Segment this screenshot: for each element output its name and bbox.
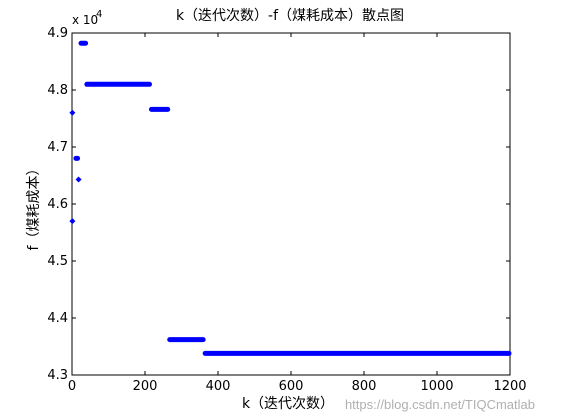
x-tick-label: 200: [133, 379, 158, 394]
x-tick-label: 1000: [420, 379, 453, 394]
y-exponent-power: 4: [96, 9, 102, 20]
x-tick-label: 600: [279, 379, 304, 394]
data-point: [69, 109, 76, 116]
y-axis-label: f（煤耗成本）: [26, 162, 42, 251]
x-tick-label: 400: [206, 379, 231, 394]
y-exponent-label: x 10 4: [72, 9, 102, 27]
x-tick-label: 800: [352, 379, 377, 394]
data-point: [69, 218, 76, 225]
chart-title: k（迭代次数）-f（煤耗成本）散点图: [176, 8, 404, 24]
data-point-run: [73, 155, 81, 161]
data-point-run: [84, 81, 152, 87]
data-point-run: [148, 106, 171, 112]
x-tick-label: 0: [68, 379, 76, 394]
y-axis-ticks: 4.3 4.4 4.5 4.6 4.7 4.8 4.9: [47, 26, 510, 383]
y-tick-label: 4.6: [47, 197, 68, 212]
data-point-run: [167, 337, 206, 343]
data-point: [75, 176, 82, 183]
y-tick-label: 4.9: [47, 26, 68, 41]
y-exponent-base: x 10: [72, 13, 98, 27]
plot-area: [71, 32, 511, 376]
watermark-text: https://blog.csdn.net/TIQCmatlab: [344, 397, 535, 412]
x-axis-label: k（迭代次数）: [242, 396, 334, 412]
y-tick-label: 4.5: [47, 254, 68, 269]
y-tick-label: 4.3: [47, 368, 68, 383]
data-point-run: [78, 40, 89, 46]
y-tick-label: 4.4: [47, 311, 68, 326]
data-points: [69, 40, 512, 356]
x-tick-label: 1200: [493, 379, 526, 394]
x-axis-ticks: 0 200 400 600 800 1000 1200: [68, 33, 527, 394]
y-tick-label: 4.7: [47, 140, 68, 155]
y-tick-label: 4.8: [47, 83, 68, 98]
data-point-run: [202, 350, 512, 356]
